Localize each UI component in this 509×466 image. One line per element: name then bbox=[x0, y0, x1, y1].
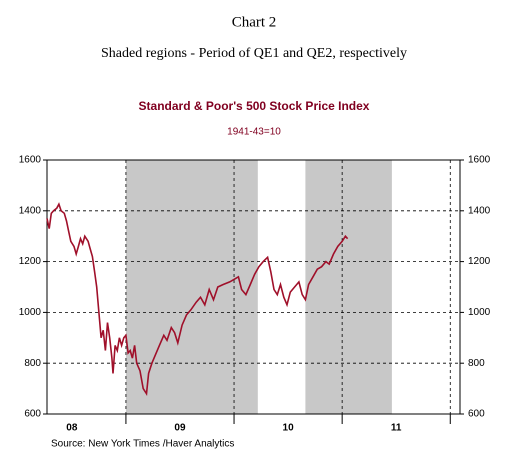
y-tick-label: 600 bbox=[24, 409, 41, 420]
y2-tick-label: 1200 bbox=[468, 256, 491, 267]
y-tick-label: 1000 bbox=[19, 307, 42, 318]
x-tick-label: 09 bbox=[174, 423, 186, 434]
chart-title: Chart 2 bbox=[232, 14, 277, 30]
y-tick-label: 1600 bbox=[19, 155, 42, 166]
series-line bbox=[46, 202, 349, 397]
y2-tick-label: 1000 bbox=[468, 307, 491, 318]
source: Source: New York Times /Haver Analytics bbox=[51, 439, 234, 450]
x-tick-label: 11 bbox=[391, 423, 402, 434]
chart-subtitle: Shaded regions - Period of QE1 and QE2, … bbox=[101, 46, 407, 61]
y-tick-label: 800 bbox=[24, 358, 41, 369]
x-tick-label: 10 bbox=[283, 423, 295, 434]
y2-tick-label: 600 bbox=[468, 409, 485, 420]
y2-tick-label: 1600 bbox=[468, 155, 491, 166]
plot-subtitle: 1941-43=10 bbox=[227, 127, 281, 138]
shaded-region bbox=[125, 160, 258, 414]
plot-frame bbox=[46, 159, 461, 415]
shaded-region bbox=[305, 160, 392, 414]
y2-tick-label: 800 bbox=[468, 358, 485, 369]
y2-tick-label: 1400 bbox=[468, 205, 491, 216]
y-tick-label: 1400 bbox=[19, 205, 42, 216]
plot-title: Standard & Poor's 500 Stock Price Index bbox=[139, 99, 370, 113]
x-tick-label: 08 bbox=[66, 423, 78, 434]
y-tick-label: 1200 bbox=[19, 256, 42, 267]
